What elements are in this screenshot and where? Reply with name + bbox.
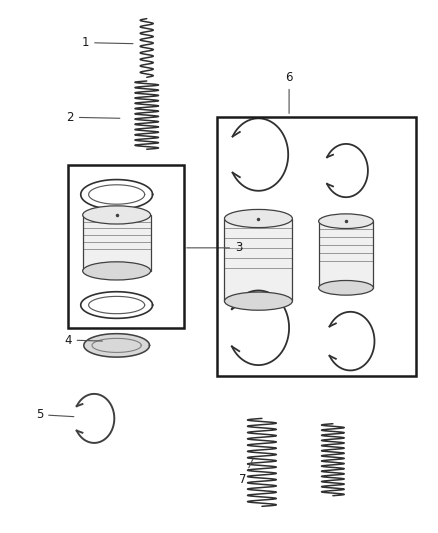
Text: 2: 2 xyxy=(66,111,120,124)
Ellipse shape xyxy=(224,209,292,228)
Ellipse shape xyxy=(224,292,292,310)
Ellipse shape xyxy=(318,280,373,295)
Bar xyxy=(217,117,416,376)
Ellipse shape xyxy=(318,214,373,229)
Bar xyxy=(83,215,151,271)
Ellipse shape xyxy=(83,206,151,224)
Text: 7: 7 xyxy=(239,459,253,486)
Text: 5: 5 xyxy=(36,408,74,421)
Bar xyxy=(68,165,184,328)
Text: 6: 6 xyxy=(285,71,293,114)
Bar xyxy=(319,221,373,288)
Text: 1: 1 xyxy=(81,36,133,49)
Polygon shape xyxy=(84,334,149,357)
Text: 3: 3 xyxy=(187,241,242,254)
Ellipse shape xyxy=(83,262,151,280)
Bar xyxy=(224,219,293,301)
Text: 4: 4 xyxy=(64,334,102,346)
